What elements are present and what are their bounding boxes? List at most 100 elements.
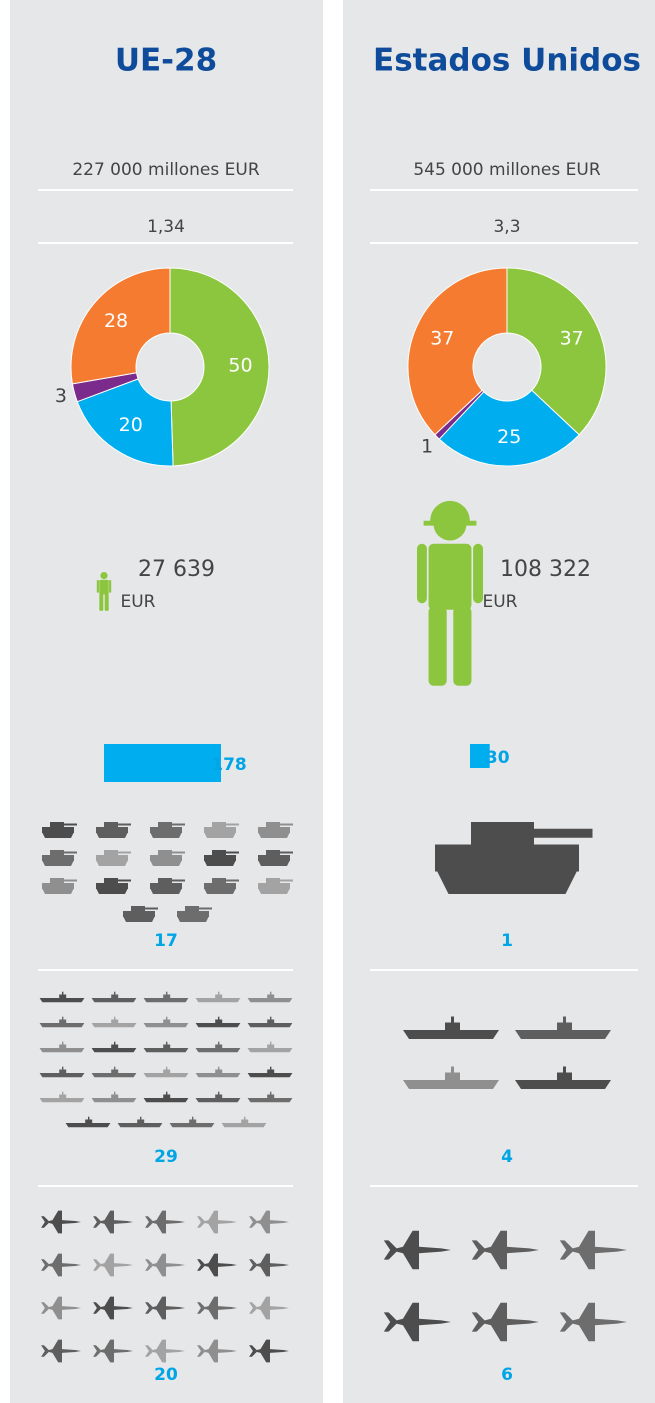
ship-mast	[166, 1041, 168, 1045]
per-soldier-value: 27 639	[138, 557, 215, 582]
tank-barrel	[117, 851, 131, 854]
panel	[10, 0, 323, 1403]
ship-hull	[221, 1123, 267, 1128]
ship-deck	[59, 994, 67, 998]
ship-hull	[247, 998, 293, 1003]
icon	[195, 1091, 241, 1103]
aircraft	[41, 1210, 81, 1234]
ship-hull	[39, 1098, 85, 1103]
aircraft	[93, 1339, 133, 1363]
aircraft	[559, 1230, 627, 1270]
icon	[197, 1210, 237, 1234]
tank-turret	[212, 822, 226, 828]
icon	[145, 1296, 185, 1320]
tank-body	[204, 883, 236, 889]
ship-deck	[267, 1019, 275, 1023]
ship-hull	[65, 1123, 111, 1128]
ship-hull	[39, 998, 85, 1003]
slice-label: 50	[228, 354, 252, 376]
ship-mast	[114, 1066, 116, 1070]
ship-deck	[267, 1069, 275, 1073]
torso	[428, 543, 472, 610]
aircraft	[197, 1210, 237, 1234]
bar	[470, 744, 490, 768]
tank-hull	[96, 860, 128, 866]
ship-hull	[91, 1073, 137, 1078]
ship-hull	[247, 1098, 293, 1103]
spending: 545 000 millones EUR	[413, 160, 601, 180]
tank-barrel	[171, 823, 185, 826]
aircraft	[197, 1339, 237, 1363]
icon	[91, 1066, 137, 1078]
tank-body	[42, 827, 74, 833]
ship-deck	[189, 1119, 197, 1123]
bar	[104, 744, 221, 782]
column-title: UE-28	[115, 43, 217, 79]
ship-deck	[267, 1094, 275, 1098]
arm	[417, 543, 427, 604]
leg	[104, 593, 109, 611]
slice-label: 37	[560, 328, 584, 350]
icon	[204, 878, 239, 894]
icon	[559, 1302, 627, 1342]
ship-count: 29	[154, 1147, 178, 1167]
icon	[143, 1091, 189, 1103]
tank-barrel	[198, 907, 212, 910]
ship-deck	[215, 1044, 223, 1048]
icon	[41, 1339, 81, 1363]
icon	[143, 1016, 189, 1028]
tank-body	[204, 827, 236, 833]
icon	[197, 1339, 237, 1363]
tank-turret	[158, 878, 172, 884]
tank-barrel	[117, 879, 131, 882]
icon	[145, 1339, 185, 1363]
tank-barrel	[279, 879, 293, 882]
slice-label: 20	[119, 414, 143, 436]
tank-turret	[104, 878, 118, 884]
icon	[143, 991, 189, 1003]
slice-label: 3	[55, 385, 67, 407]
leg	[428, 606, 447, 686]
per-soldier-unit: EUR	[483, 592, 518, 612]
icon	[41, 1253, 81, 1277]
ship-deck	[215, 994, 223, 998]
tank-turret	[212, 850, 226, 856]
icon	[145, 1253, 185, 1277]
icon	[91, 1016, 137, 1028]
tank-barrel	[117, 823, 131, 826]
donut-slice	[438, 389, 580, 467]
gdp-share: 1,34	[147, 217, 185, 237]
aircraft	[249, 1253, 289, 1277]
ship-hull	[143, 1098, 189, 1103]
ship-hull	[195, 998, 241, 1003]
tank-barrel	[225, 823, 239, 826]
ship-hull	[515, 1030, 611, 1039]
icon	[143, 1041, 189, 1053]
icon	[177, 906, 212, 922]
tank-turret	[158, 822, 172, 828]
tank-turret	[471, 822, 534, 849]
ship-mast	[140, 1116, 142, 1120]
ship-mast	[270, 1066, 272, 1070]
ship-deck	[163, 1094, 171, 1098]
aircraft	[471, 1230, 539, 1270]
icon	[515, 1016, 611, 1039]
icon	[383, 1302, 451, 1342]
tank-body	[204, 855, 236, 861]
tank-barrel	[144, 907, 158, 910]
ship-hull	[195, 1048, 241, 1053]
slice-label: 37	[430, 328, 454, 350]
donut-slice	[407, 267, 508, 436]
ship-hull	[195, 1073, 241, 1078]
ship-deck	[111, 1069, 119, 1073]
tank-body	[150, 827, 182, 833]
tank-turret	[266, 878, 280, 884]
ship-hull	[143, 998, 189, 1003]
soldier-icon	[417, 500, 483, 686]
tank-hull	[42, 832, 74, 838]
ship-deck	[241, 1119, 249, 1123]
icon	[117, 1116, 163, 1128]
ship-deck	[445, 1022, 460, 1030]
icon	[39, 1016, 85, 1028]
ship-hull	[195, 1023, 241, 1028]
